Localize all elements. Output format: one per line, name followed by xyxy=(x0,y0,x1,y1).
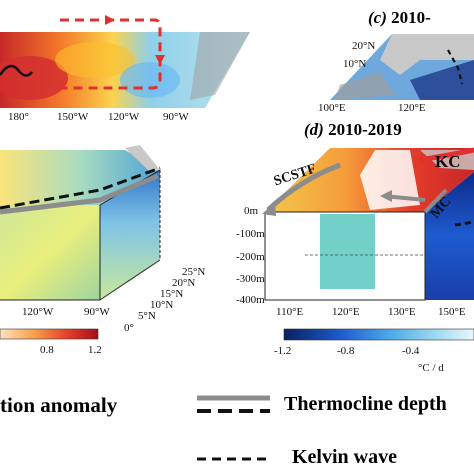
colorbar-tick: 0.8 xyxy=(40,344,54,356)
lat-tick: 10°N xyxy=(150,299,174,311)
legend-thermocline-label: Thermocline depth xyxy=(284,393,447,415)
block-side-face xyxy=(100,170,160,300)
lon-tick: 120°W xyxy=(22,306,54,318)
land-mass xyxy=(360,150,420,210)
lon-tick: 110°E xyxy=(276,306,304,318)
arrow-head-top xyxy=(105,15,115,25)
block-side-face xyxy=(425,172,474,300)
depth-tick: 0m xyxy=(244,205,259,217)
lon-tick: 90°W xyxy=(163,111,189,123)
lon-tick: 150°E xyxy=(438,306,466,318)
colorbar-tick: 1.2 xyxy=(88,344,102,356)
lat-tick: 20°N xyxy=(352,40,376,52)
cross-section-band xyxy=(320,214,375,289)
lon-tick: 120°E xyxy=(332,306,360,318)
kelvin-wave-path xyxy=(0,64,33,77)
colorbar-tick: -0.8 xyxy=(337,345,355,357)
lat-tick: 5°N xyxy=(138,310,156,322)
colorbar-tick: -1.2 xyxy=(274,345,292,357)
lat-tick: 15°N xyxy=(160,288,184,300)
depth-tick: -400m xyxy=(236,294,265,306)
block-front-face xyxy=(0,205,100,300)
lat-tick: 20°N xyxy=(172,277,196,289)
circulation-loop-arrow xyxy=(60,18,162,90)
panel-d-title: (d) 2010-2019 xyxy=(304,120,402,140)
thermocline-solid-line xyxy=(0,173,159,215)
kelvin-wave-path xyxy=(447,49,464,85)
colorbar-tick: -0.4 xyxy=(402,345,420,357)
lon-tick: 100°E xyxy=(318,102,346,114)
depth-tick: -300m xyxy=(236,273,265,285)
panel-d-letter: (d) xyxy=(304,120,324,139)
lon-tick: 130°E xyxy=(388,306,416,318)
thermocline-dashed-line xyxy=(454,220,474,227)
colorbar-unit: °C / d xyxy=(418,362,444,374)
lat-tick: 10°N xyxy=(343,58,367,70)
depth-tick: -100m xyxy=(236,228,265,240)
panel-d-period: 2010-2019 xyxy=(328,120,402,139)
panel-c-letter: (c) xyxy=(368,8,387,27)
thermocline-dashed-line xyxy=(0,166,161,210)
lon-tick: 90°W xyxy=(84,306,110,318)
panel-c-title: (c) 2010- xyxy=(368,8,431,28)
land-mass xyxy=(125,145,160,172)
kc-label: KC xyxy=(435,152,461,171)
mc-arrow xyxy=(423,188,448,214)
arrow-head-right xyxy=(155,55,165,65)
lat-tick: 25°N xyxy=(182,266,206,278)
lat-tick: 0° xyxy=(124,322,134,334)
lon-tick: 180° xyxy=(8,111,29,123)
legend-kelvin-label: Kelvin wave xyxy=(292,446,397,468)
land-mass xyxy=(190,32,250,100)
kc-arrow xyxy=(419,147,474,163)
panel-c-period: 2010- xyxy=(391,8,431,27)
lon-tick: 120°W xyxy=(108,111,140,123)
legend-anomaly-label: tion anomaly xyxy=(0,393,118,417)
lon-tick: 120°E xyxy=(398,102,426,114)
land-mass xyxy=(380,34,474,75)
depth-tick: -200m xyxy=(236,251,265,263)
lon-tick: 150°W xyxy=(57,111,89,123)
